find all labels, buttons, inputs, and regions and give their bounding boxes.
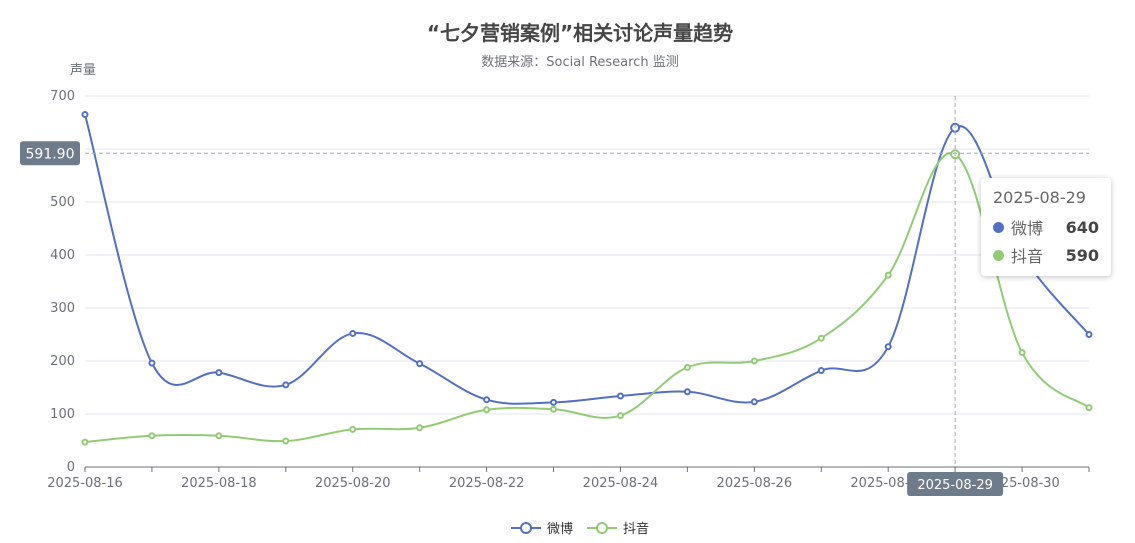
data-point-weibo[interactable]	[81, 111, 89, 119]
data-point-douyin[interactable]	[616, 412, 624, 420]
data-point-weibo[interactable]	[215, 369, 223, 377]
data-point-douyin[interactable]	[349, 425, 357, 433]
data-point-douyin[interactable]	[483, 406, 491, 414]
y-tick-label: 700	[50, 89, 75, 104]
x-tick-label: 2025-08-18	[181, 476, 257, 491]
data-point-weibo[interactable]	[148, 359, 156, 367]
x-tick-label: 2025-08-22	[449, 476, 525, 491]
y-tick-label: 200	[50, 354, 75, 369]
axis-pointer-x-label: 2025-08-29	[917, 478, 993, 493]
data-point-douyin[interactable]	[817, 334, 825, 342]
tooltip-value-douyin: 590	[1065, 245, 1099, 265]
tooltip-dot-douyin	[993, 249, 1004, 261]
chart-title: “七夕营销案例”相关讨论声量趋势	[426, 21, 734, 45]
data-point-weibo[interactable]	[817, 367, 825, 375]
axis-pointer-y-badge	[20, 141, 80, 166]
y-tick-label: 0	[67, 460, 75, 475]
y-tick-label: 400	[50, 248, 75, 263]
data-point-weibo[interactable]	[683, 388, 691, 396]
x-tick-label: 2025-08-16	[47, 476, 123, 491]
legend-line-icon-douyin	[587, 521, 617, 534]
data-point-weibo[interactable]	[550, 398, 558, 406]
data-point-weibo[interactable]	[884, 343, 892, 351]
data-point-weibo[interactable]	[750, 398, 758, 406]
data-point-douyin[interactable]	[215, 432, 223, 440]
data-point-douyin[interactable]	[884, 271, 892, 279]
tooltip: 2025-08-29 微博 640 抖音 590	[981, 178, 1111, 276]
y-tick-label: 500	[50, 195, 75, 210]
data-point-weibo[interactable]	[483, 396, 491, 404]
tooltip-row-weibo: 微博 640	[993, 213, 1099, 241]
data-point-douyin[interactable]	[683, 363, 691, 371]
legend-line-icon-weibo	[510, 521, 541, 534]
x-tick-label: 2025-08-26	[717, 476, 793, 491]
axis-pointer: 591.90 2025-08-29	[20, 96, 1089, 496]
axis-pointer-x-badge	[907, 472, 1004, 496]
tooltip-value-weibo: 640	[1065, 217, 1099, 237]
y-tick-label: 300	[50, 301, 75, 316]
legend-item-weibo[interactable]: 微博	[510, 518, 573, 537]
data-point-weibo[interactable]	[349, 329, 357, 337]
legend-label-douyin: 抖音	[623, 522, 650, 537]
x-tick-label: 2025-08-20	[315, 476, 391, 491]
legend: 微博 抖音	[0, 518, 1135, 537]
y-axis-label: 声量	[70, 63, 96, 78]
data-point-douyin[interactable]	[81, 438, 89, 446]
x-tick-label: 2025-08-28	[850, 476, 926, 491]
tooltip-dot-weibo	[993, 221, 1004, 233]
chart-subtitle: 数据来源：Social Research 监测	[481, 55, 679, 70]
tooltip-name-douyin: 抖音	[1011, 247, 1044, 266]
legend-label-weibo: 微博	[546, 522, 573, 537]
data-point-weibo[interactable]	[282, 381, 290, 389]
series-lines	[81, 111, 1093, 446]
data-point-douyin[interactable]	[416, 424, 424, 432]
x-tick-label: 2025-08-30	[984, 476, 1060, 491]
data-point-douyin[interactable]	[750, 357, 758, 365]
tooltip-row-douyin: 抖音 590	[993, 241, 1099, 269]
data-point-douyin[interactable]	[1085, 404, 1093, 412]
y-tick-label: 100	[50, 407, 75, 422]
legend-item-douyin[interactable]: 抖音	[587, 518, 649, 537]
tooltip-name-weibo: 微博	[1011, 219, 1044, 238]
series-line-weibo	[84, 114, 1090, 405]
axis-pointer-y-label: 591.90	[26, 146, 75, 162]
grid-lines	[85, 95, 1089, 415]
data-point-weibo[interactable]	[416, 360, 424, 368]
tooltip-date: 2025-08-29	[993, 188, 1086, 207]
data-point-douyin[interactable]	[148, 432, 156, 440]
x-tick-label: 2025-08-24	[583, 476, 659, 491]
axes: 0100200300400500600700声量2025-08-162025-0…	[47, 63, 1090, 491]
data-point-douyin[interactable]	[282, 437, 290, 445]
data-point-douyin[interactable]	[550, 405, 558, 413]
data-point-weibo[interactable]	[616, 392, 624, 400]
data-point-weibo[interactable]	[1085, 331, 1093, 338]
data-point-douyin[interactable]	[1018, 349, 1026, 357]
